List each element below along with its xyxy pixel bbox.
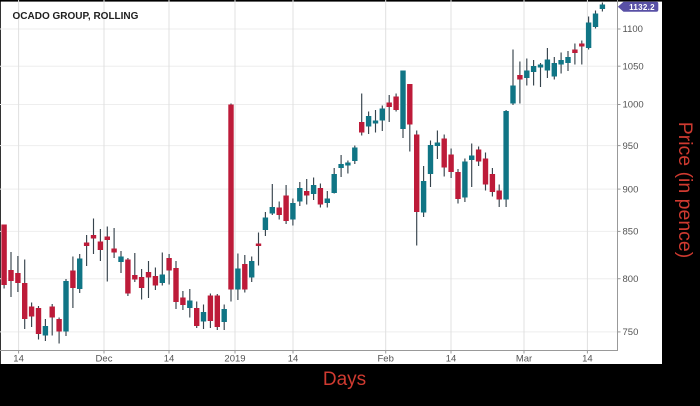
- svg-text:14: 14: [446, 354, 457, 365]
- svg-text:Days: Days: [323, 369, 366, 390]
- svg-text:14: 14: [582, 354, 593, 365]
- svg-text:Mar: Mar: [516, 354, 532, 365]
- svg-text:Feb: Feb: [378, 354, 394, 365]
- svg-text:OCADO GROUP, ROLLING: OCADO GROUP, ROLLING: [13, 11, 139, 22]
- svg-text:14: 14: [13, 354, 24, 365]
- svg-text:Dec: Dec: [96, 354, 113, 365]
- svg-text:750: 750: [623, 327, 639, 338]
- svg-text:1132.2: 1132.2: [629, 3, 655, 12]
- svg-text:1100: 1100: [623, 24, 643, 35]
- svg-text:14: 14: [288, 354, 299, 365]
- svg-text:850: 850: [623, 227, 639, 238]
- svg-text:900: 900: [623, 184, 639, 195]
- svg-text:1050: 1050: [623, 61, 644, 72]
- svg-text:1000: 1000: [623, 100, 644, 111]
- svg-text:14: 14: [164, 354, 175, 365]
- svg-text:800: 800: [623, 274, 639, 285]
- svg-text:Price (in pence): Price (in pence): [674, 122, 696, 259]
- svg-text:950: 950: [623, 141, 639, 152]
- svg-text:2019: 2019: [224, 354, 245, 365]
